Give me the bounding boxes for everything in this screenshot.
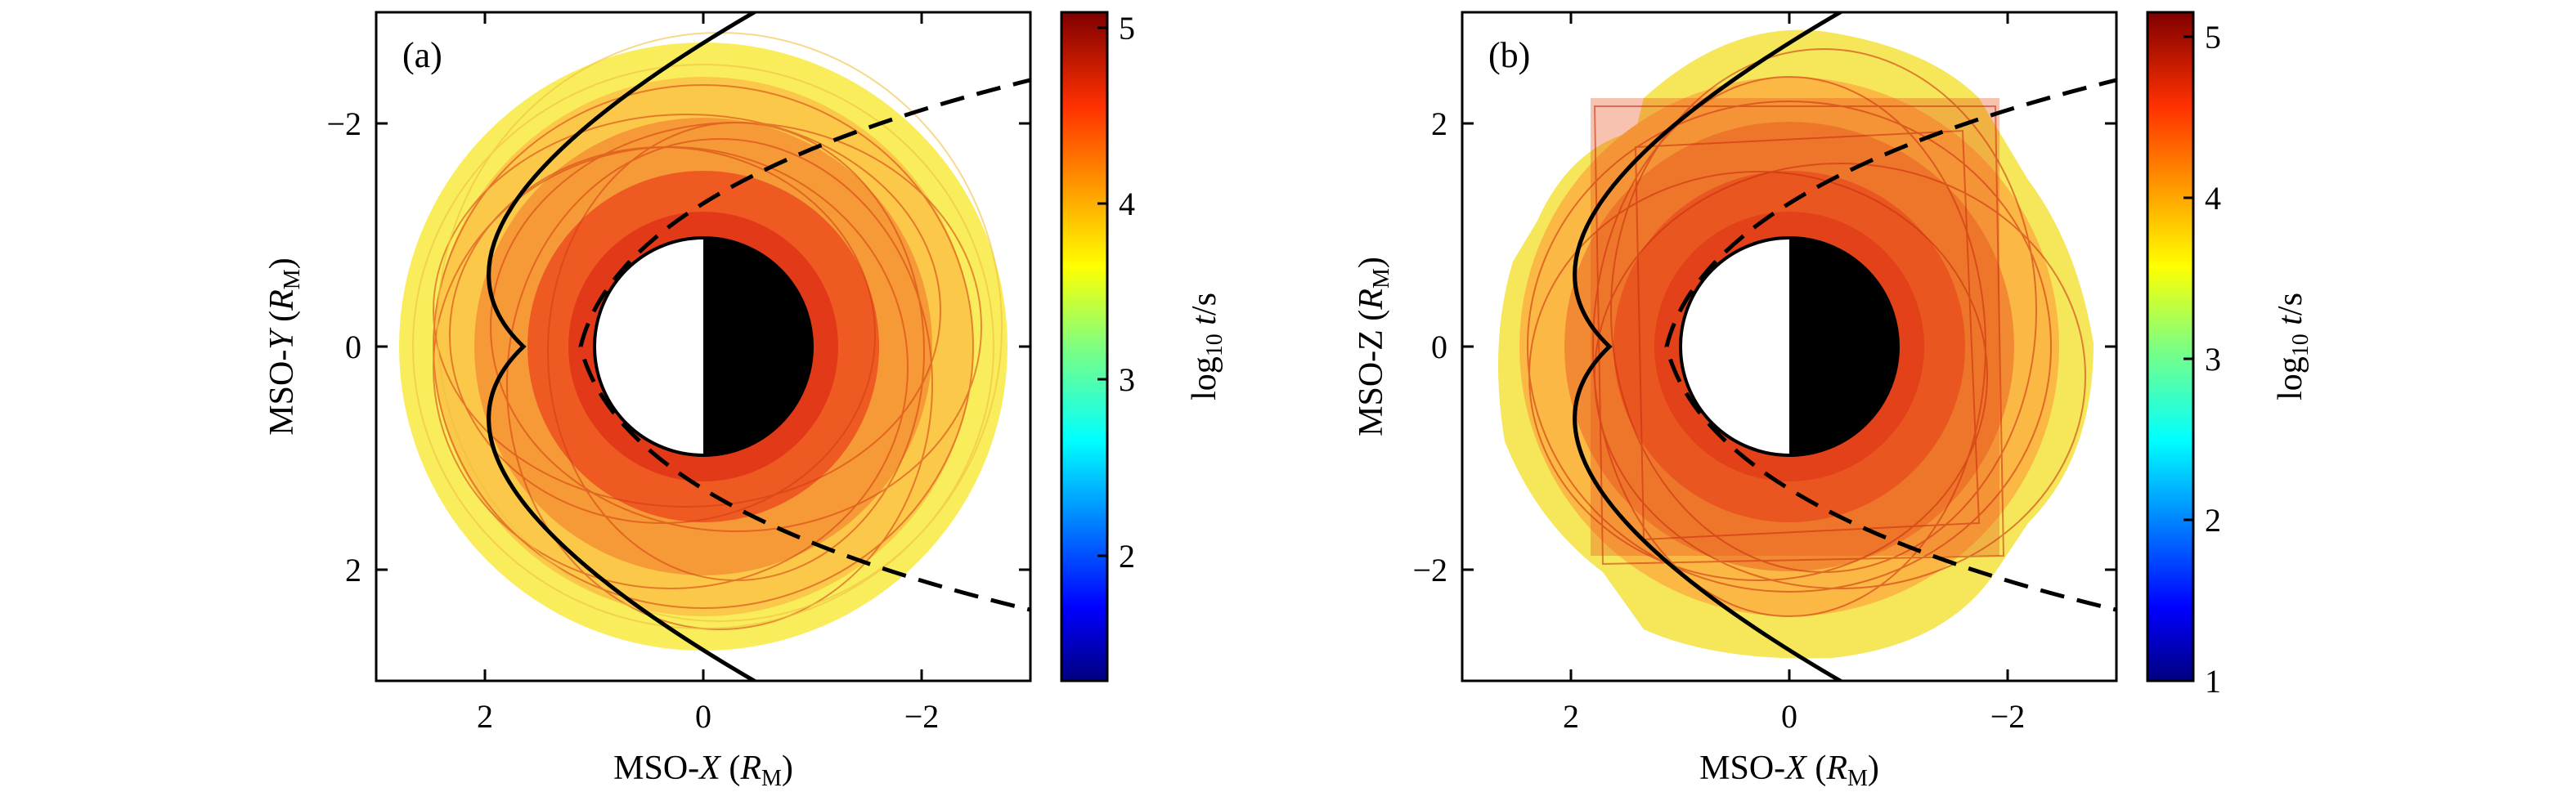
panel-b-colorbar-tick-labels: 1 2 3 4 5 [2205, 19, 2221, 700]
panel-a: (a) 2 0 −2 −2 0 2 MSO-X (RM) MSO-Y (RM) … [263, 10, 1227, 791]
panel-a-label: (a) [402, 35, 442, 75]
y-tick-label: −2 [326, 105, 361, 142]
panel-a-x-axis-label: MSO-X (RM) [613, 750, 793, 791]
panel-a-colorbar-ticks [1097, 26, 1107, 557]
cbar-tick-label: 5 [1119, 10, 1135, 47]
panel-a-colorbar [1060, 11, 1109, 682]
panel-b-ticks [1462, 12, 2116, 681]
x-tick-label: −2 [1990, 698, 2026, 735]
cbar-tick-label: 4 [1119, 186, 1135, 222]
panel-a-y-axis-label: MSO-Y (RM) [263, 257, 305, 435]
panel-b-x-tick-labels: 2 0 −2 [1563, 698, 2025, 735]
panel-a-heatmap [399, 12, 1030, 681]
panel-b-y-axis-label: MSO-Z (RM) [1353, 257, 1394, 436]
panel-a-ticks [376, 12, 1030, 681]
planet-night-side [1789, 238, 1898, 455]
bow-shock-curve [487, 12, 757, 681]
panel-a-colorbar-tick-labels: 2 3 4 5 [1119, 10, 1135, 575]
x-tick-label: 0 [1781, 698, 1797, 735]
cbar-tick-label: 2 [2205, 502, 2221, 539]
magnetopause-curve [578, 78, 1030, 612]
panel-b-y-tick-labels: 2 0 −2 [1412, 105, 1447, 588]
y-tick-label: 2 [1431, 105, 1447, 142]
panel-b-colorbar-label: log10 t/s [2272, 293, 2313, 400]
magnetopause-curve [1664, 78, 2116, 612]
planet-night-side [703, 238, 812, 455]
panel-b-x-axis-label: MSO-X (RM) [1699, 750, 1879, 791]
x-tick-label: 2 [1563, 698, 1579, 735]
panel-a-y-tick-labels: −2 0 2 [326, 105, 361, 588]
y-tick-label: 0 [1431, 329, 1447, 365]
panel-b-label: (b) [1488, 35, 1530, 75]
x-tick-label: 0 [695, 698, 711, 735]
y-tick-label: 2 [345, 552, 361, 588]
y-tick-label: 0 [345, 329, 361, 365]
cbar-tick-label: 3 [2205, 341, 2221, 378]
orbit-traces [433, 84, 982, 630]
y-tick-label: −2 [1412, 552, 1447, 588]
x-tick-label: −2 [904, 698, 940, 735]
panel-b-heatmap [1498, 12, 2116, 681]
planet-outline [593, 236, 814, 457]
x-tick-label: 2 [477, 698, 493, 735]
planet-outline [1679, 236, 1900, 457]
panel-b-colorbar-ticks [2183, 35, 2193, 682]
cbar-tick-label: 1 [2205, 663, 2221, 700]
cbar-tick-label: 5 [2205, 19, 2221, 56]
bow-shock-curve [1573, 12, 1843, 681]
panel-a-colorbar-label: log10 t/s [1186, 293, 1227, 400]
orbit-traces [1527, 48, 2086, 617]
cbar-tick-label: 4 [2205, 180, 2221, 217]
cbar-tick-label: 2 [1119, 538, 1135, 575]
panel-b-colorbar [2146, 11, 2195, 682]
panel-a-x-tick-labels: 2 0 −2 [477, 698, 939, 735]
panel-b: (b) 2 0 −2 2 0 −2 MSO-X (RM) MSO-Z (RM) … [1353, 11, 2313, 791]
cbar-tick-label: 3 [1119, 361, 1135, 398]
